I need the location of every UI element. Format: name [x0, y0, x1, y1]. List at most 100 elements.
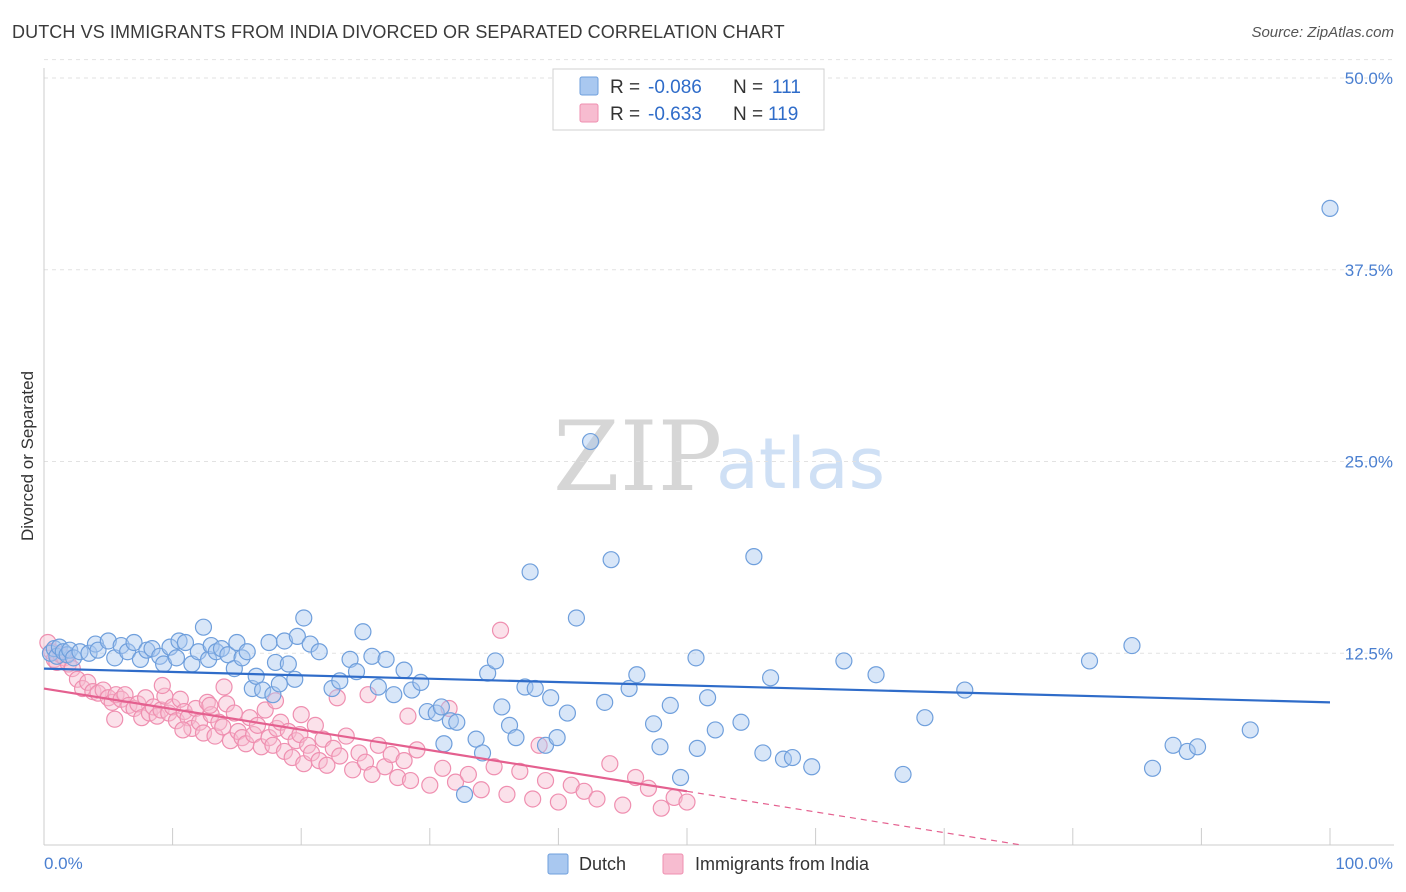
india-point [395, 752, 413, 770]
india-point [214, 718, 232, 736]
india-point [363, 765, 381, 784]
dutch-point [212, 640, 231, 658]
dutch-point [1188, 738, 1207, 756]
y-tick-label: 12.5% [1345, 644, 1393, 663]
dutch-point [698, 689, 717, 707]
dutch-point [354, 623, 372, 641]
india-point [350, 744, 368, 762]
india-points [39, 621, 696, 817]
dutch-point [507, 729, 525, 747]
dutch-point [448, 713, 466, 731]
india-point [524, 790, 542, 808]
dutch-point [295, 609, 313, 627]
bottom-legend-label-dutch: Dutch [579, 854, 626, 874]
dutch-point [1164, 736, 1182, 754]
dutch-point [1123, 636, 1141, 655]
dutch-point [395, 661, 413, 679]
legend-r-value-dutch: -0.086 [648, 77, 702, 98]
dutch-point [432, 698, 450, 716]
dutch-point [266, 653, 285, 672]
grid [44, 59, 1394, 654]
india-point [536, 771, 555, 790]
dutch-point [254, 681, 272, 699]
india-point [306, 716, 324, 734]
dutch-point [286, 670, 304, 688]
dutch-point [602, 551, 620, 569]
india-trend-extension [686, 790, 1022, 846]
dutch-point [455, 785, 474, 803]
dutch-point [567, 609, 586, 627]
dutch-point [467, 730, 485, 748]
dutch-point [493, 698, 511, 716]
dutch-point [279, 655, 297, 673]
india-point [588, 790, 606, 808]
india-point [399, 707, 417, 725]
dutch-point [377, 650, 395, 668]
dutch-point [288, 627, 306, 645]
india-point [389, 768, 407, 787]
legend-n-value-india: 119 [768, 104, 798, 125]
india-point [174, 721, 192, 739]
x-tick-label: 0.0% [44, 854, 83, 873]
dutch-point [835, 652, 853, 670]
dutch-point [176, 633, 195, 652]
dutch-point [687, 649, 705, 667]
dutch-point [112, 636, 130, 655]
dutch-point [264, 686, 282, 704]
dutch-point [310, 643, 328, 661]
dutch-point [661, 696, 679, 715]
dutch-point [867, 666, 885, 684]
dutch-point [581, 432, 600, 451]
india-trend-line [43, 687, 688, 793]
dutch-point [671, 768, 690, 787]
india-point [434, 759, 452, 777]
india-point [401, 771, 420, 790]
dutch-point [125, 633, 143, 652]
legend-swatch-dutch [579, 76, 599, 96]
india-point [248, 716, 267, 734]
dutch-point [644, 715, 663, 733]
india-point [106, 710, 124, 728]
watermark-zip: ZIP [553, 401, 722, 513]
dutch-point [761, 669, 780, 687]
india-point [678, 793, 696, 811]
correlation-legend: R = -0.086 N = 111 R = -0.633 N = 119 [552, 68, 825, 131]
dutch-point [956, 681, 974, 699]
legend-n-label-dutch: N = [733, 77, 763, 98]
india-point [511, 762, 529, 780]
dutch-point [238, 643, 256, 661]
dutch-point [435, 735, 453, 753]
india-point [68, 670, 87, 688]
india-point [498, 785, 516, 803]
india-point [485, 758, 503, 776]
dutch-point [803, 758, 821, 776]
dutch-point [486, 652, 504, 670]
dutch-point [247, 667, 265, 685]
dutch-point [194, 618, 213, 636]
dutch-point [688, 739, 706, 757]
dutch-point [64, 649, 83, 667]
india-point [575, 782, 593, 800]
x-tick-label: 100.0% [1335, 854, 1393, 873]
india-point [530, 736, 548, 754]
dutch-point [916, 709, 934, 727]
dutch-point [548, 729, 566, 747]
dutch-point [596, 693, 614, 711]
dutch-trend-line [43, 667, 1331, 704]
dutch-point [651, 738, 669, 756]
legend-swatch-india [579, 103, 599, 123]
dutch-point [558, 704, 577, 722]
dutch-point [363, 647, 381, 665]
y-tick-label: 25.0% [1345, 453, 1393, 472]
dutch-point [270, 675, 288, 693]
dutch-point [1080, 652, 1099, 670]
india-point [344, 761, 362, 779]
watermark: ZIP atlas [553, 401, 885, 513]
dutch-point [219, 646, 237, 664]
dutch-point [1178, 742, 1196, 761]
dutch-point [170, 632, 188, 650]
y-tick-label: 37.5% [1345, 261, 1393, 280]
india-point [318, 756, 336, 774]
dutch-point [167, 649, 186, 667]
